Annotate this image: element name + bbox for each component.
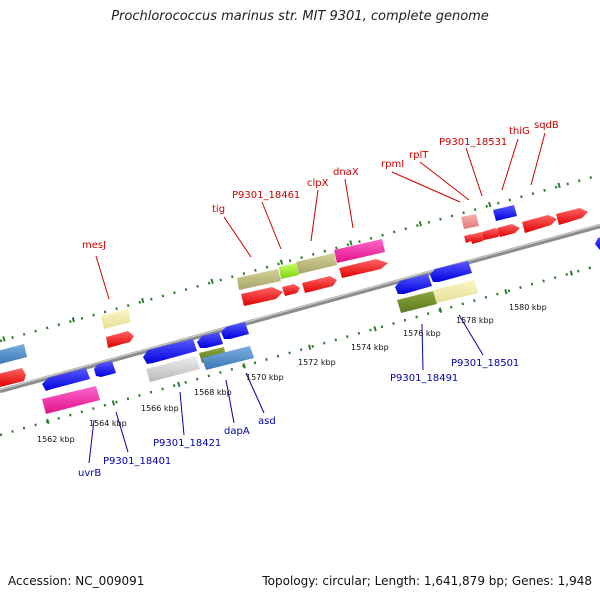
gene-arrow [42,368,90,391]
gene-arrow [106,331,134,348]
gene-arrow [522,215,557,233]
kbp-label: 1580 kbp [509,303,547,312]
forward-leader-lines [95,132,546,300]
gene-block [461,214,479,229]
reverse-gene-labels: uvrB P9301_18401 P9301_18421 dapA asd P9… [78,358,519,479]
gene-label: tig [212,204,225,215]
genome-stats-text: Topology: circular; Length: 1,641,879 bp… [262,574,592,588]
gene-block [101,309,131,329]
gene-block [493,205,517,221]
reverse-leader-lines [88,314,484,464]
gene-label: thiG [509,126,530,137]
gene-label: sqdB [534,120,559,131]
gene-block [397,291,437,313]
gene-arrow [241,287,283,306]
gene-block [296,253,337,274]
gene-arrow [395,274,432,294]
gene-arrow [302,276,337,293]
kbp-label: 1574 kbp [351,343,389,352]
kbp-label: 1568 kbp [194,388,232,397]
gene-label: P9301_18491 [390,373,458,384]
gene-arrow [339,259,388,278]
gene-label: rplT [409,150,429,161]
gene-label: asd [258,416,276,427]
gene-arrow [430,261,472,282]
gene-block [279,263,299,279]
gene-arrow [470,232,486,244]
reverse-strand-genes [0,261,478,414]
gene-arrow [221,322,249,339]
gene-label: P9301_18461 [232,190,300,201]
gene-block [146,356,200,382]
gene-arrow [94,361,116,377]
gene-block [42,386,100,414]
gene-label: P9301_18501 [451,358,519,369]
kbp-label: 1578 kbp [456,316,494,325]
gene-block [237,269,281,290]
kbp-label: 1576 kbp [403,329,441,338]
accession-text: Accession: NC_009091 [8,574,145,588]
map-title: Prochlorococcus marinus str. MIT 9301, c… [111,9,489,24]
gene-label: clpX [307,178,329,189]
gene-label: rpmI [381,159,404,170]
forward-gene-labels: mesJ tig P9301_18461 clpX dnaX rpmI rplT… [82,120,559,251]
gene-label: uvrB [78,468,101,479]
gene-arrow [143,339,197,364]
kbp-label: 1562 kbp [37,435,75,444]
kbp-label: 1570 kbp [246,373,284,382]
gene-arrow [197,332,223,348]
kbp-scale: 1562 kbp 1564 kbp 1566 kbp 1568 kbp 1570… [37,303,547,444]
kbp-label: 1572 kbp [298,358,336,367]
gene-arrow [497,224,520,237]
forward-strand-genes [0,205,600,387]
gene-label: dnaX [333,167,359,178]
gene-block [334,239,385,263]
gene-label: P9301_18401 [103,456,171,467]
gene-block [202,346,254,370]
gene-block [0,344,27,364]
gene-arrow [556,208,588,225]
gene-label: P9301_18421 [153,438,221,449]
kbp-label: 1564 kbp [89,419,127,428]
gene-block [433,280,478,303]
gene-arrow [282,284,300,296]
kbp-label: 1566 kbp [141,404,179,413]
gene-arrow [595,237,600,250]
genome-backbone [0,223,600,394]
gene-label: dapA [224,426,250,437]
gene-arrow [0,368,26,387]
lower-tick-row [0,262,600,437]
gene-arrow [482,228,502,240]
gene-label: mesJ [82,240,106,251]
gene-label: P9301_18531 [439,137,507,148]
